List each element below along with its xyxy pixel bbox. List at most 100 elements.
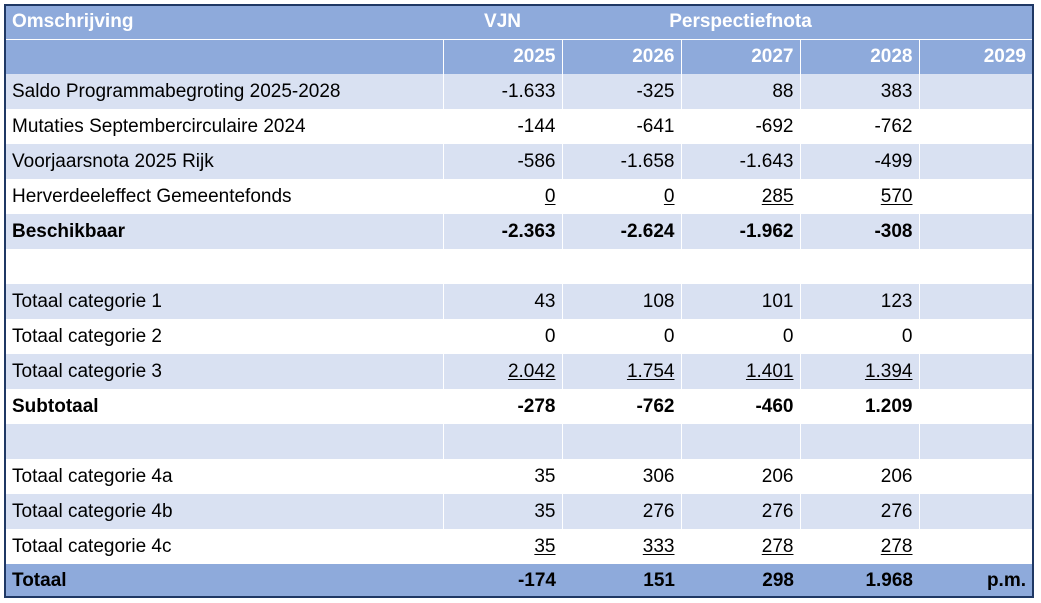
table-row: Totaal categorie 2 0 0 0 0 (6, 319, 1032, 354)
cell-value: -174 (443, 564, 562, 596)
cell-value: -586 (443, 144, 563, 179)
row-label: Mutaties Septembercirculaire 2024 (6, 109, 444, 144)
row-label: Totaal categorie 3 (6, 354, 444, 389)
cell-value (919, 179, 1032, 214)
header-year: 2027 (681, 39, 801, 74)
cell-value (919, 424, 1032, 459)
row-label: Totaal categorie 4c (6, 529, 444, 564)
cell-value: 278 (681, 529, 801, 564)
budget-table: Omschrijving VJN Perspectiefnota 2025 20… (6, 6, 1032, 596)
cell-value: 123 (800, 284, 920, 319)
header-row-years: 2025 2026 2027 2028 2029 (6, 39, 1032, 74)
cell-value: -499 (800, 144, 920, 179)
table-row-spacer (6, 424, 1032, 459)
cell-value (443, 424, 563, 459)
cell-value: -144 (443, 109, 563, 144)
table-row: Totaal categorie 1 43 108 101 123 (6, 284, 1032, 319)
cell-value: -460 (681, 389, 801, 424)
cell-value: -2.624 (562, 214, 682, 249)
cell-value (562, 424, 682, 459)
row-label: Saldo Programmabegroting 2025-2028 (6, 74, 444, 109)
cell-value: -308 (800, 214, 920, 249)
cell-value-underlined: 0 (544, 185, 556, 207)
cell-value: 2.042 (443, 354, 563, 389)
table-row-beschikbaar: Beschikbaar -2.363 -2.624 -1.962 -308 (6, 214, 1032, 249)
cell-value: 206 (681, 459, 801, 494)
header-empty (919, 6, 1032, 40)
row-label: Herverdeeleffect Gemeentefonds (6, 179, 444, 214)
cell-value: 206 (800, 459, 920, 494)
cell-value (919, 319, 1032, 354)
cell-value: 0 (800, 319, 920, 354)
header-year-blank (6, 39, 444, 74)
cell-value (919, 354, 1032, 389)
cell-value: 0 (562, 179, 682, 214)
header-vjn: VJN (443, 6, 562, 40)
cell-value: -762 (800, 109, 920, 144)
cell-value: 1.401 (681, 354, 801, 389)
cell-value (919, 144, 1032, 179)
cell-value-underlined: 1.401 (745, 360, 794, 382)
cell-value: 0 (681, 319, 801, 354)
cell-value: 298 (681, 564, 800, 596)
cell-value: 1.968 (800, 564, 919, 596)
cell-value: 1.209 (800, 389, 920, 424)
budget-table-frame: Omschrijving VJN Perspectiefnota 2025 20… (4, 4, 1034, 598)
cell-value: 88 (681, 74, 801, 109)
cell-value: 383 (800, 74, 920, 109)
cell-value: -762 (562, 389, 682, 424)
table-row: Saldo Programmabegroting 2025-2028 -1.63… (6, 74, 1032, 109)
cell-value (919, 214, 1032, 249)
cell-value: 43 (443, 284, 563, 319)
cell-value-underlined: 0 (663, 185, 675, 207)
cell-value: 151 (562, 564, 681, 596)
cell-value: -692 (681, 109, 801, 144)
cell-value: p.m. (919, 564, 1032, 596)
table-row: Totaal categorie 4b 35 276 276 276 (6, 494, 1032, 529)
cell-value: 306 (562, 459, 682, 494)
cell-value-underlined: 1.394 (864, 360, 913, 382)
table-row-spacer (6, 249, 1032, 284)
cell-value: 276 (681, 494, 801, 529)
cell-value: 1.754 (562, 354, 682, 389)
table-row: Mutaties Septembercirculaire 2024 -144 -… (6, 109, 1032, 144)
header-year: 2026 (562, 39, 682, 74)
cell-value: 101 (681, 284, 801, 319)
table-row: Totaal categorie 3 2.042 1.754 1.401 1.3… (6, 354, 1032, 389)
header-row-1: Omschrijving VJN Perspectiefnota (6, 6, 1032, 40)
cell-value (919, 494, 1032, 529)
header-perspectiefnota: Perspectiefnota (562, 6, 919, 40)
table-row-totaal: Totaal -174 151 298 1.968 p.m. (6, 564, 1032, 596)
cell-value: -1.633 (443, 74, 563, 109)
row-label: Voorjaarsnota 2025 Rijk (6, 144, 444, 179)
cell-value (919, 249, 1032, 284)
row-label: Totaal categorie 1 (6, 284, 444, 319)
cell-value: -1.962 (681, 214, 801, 249)
row-label: Subtotaal (6, 389, 444, 424)
cell-value: 278 (800, 529, 920, 564)
cell-value: 333 (562, 529, 682, 564)
cell-value-underlined: 333 (642, 535, 675, 557)
cell-value-underlined: 2.042 (507, 360, 556, 382)
cell-value: 1.394 (800, 354, 920, 389)
cell-value (800, 424, 920, 459)
cell-value (919, 74, 1032, 109)
cell-value: 276 (800, 494, 920, 529)
row-label (6, 249, 444, 284)
cell-value: -325 (562, 74, 682, 109)
cell-value: 35 (443, 529, 563, 564)
cell-value-underlined: 570 (880, 185, 913, 207)
cell-value: -1.658 (562, 144, 682, 179)
row-label: Totaal categorie 2 (6, 319, 444, 354)
cell-value (919, 389, 1032, 424)
cell-value: 108 (562, 284, 682, 319)
cell-value (919, 529, 1032, 564)
table-row: Totaal categorie 4a 35 306 206 206 (6, 459, 1032, 494)
cell-value-underlined: 35 (534, 535, 556, 557)
cell-value: -2.363 (443, 214, 563, 249)
row-label: Totaal categorie 4b (6, 494, 444, 529)
cell-value (443, 249, 563, 284)
cell-value (919, 109, 1032, 144)
cell-value-underlined: 278 (761, 535, 794, 557)
cell-value: 276 (562, 494, 682, 529)
